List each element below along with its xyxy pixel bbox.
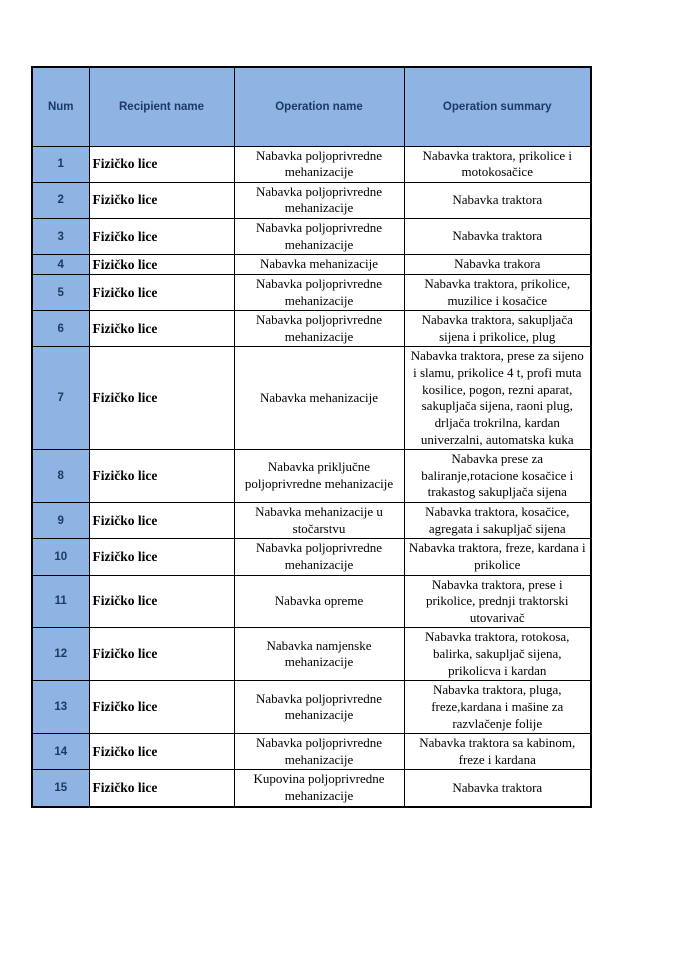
row-number-cell: 7 bbox=[31, 346, 90, 451]
operation-name-cell: Nabavka priključne poljoprivredne mehani… bbox=[233, 449, 405, 503]
column-header-recipient-name: Recipient name bbox=[88, 66, 235, 147]
table-row: 2 Fizičko lice Nabavka poljoprivredne me… bbox=[31, 181, 592, 220]
operation-name-cell: Nabavka poljoprivredne mehanizacije bbox=[233, 680, 405, 735]
operation-name-cell: Nabavka poljoprivredne mehanizacije bbox=[233, 310, 405, 348]
table-row: 15 Fizičko lice Kupovina poljoprivredne … bbox=[31, 769, 592, 808]
operation-summary-cell: Nabavka traktora, pluga, freze,kardana i… bbox=[403, 680, 592, 735]
operation-name-cell: Nabavka opreme bbox=[233, 574, 405, 629]
operation-summary-cell: Nabavka prese za baliranje,rotacione kos… bbox=[403, 449, 592, 503]
column-header-operation-name: Operation name bbox=[233, 66, 405, 147]
recipient-name-cell: Fizičko lice bbox=[88, 145, 235, 183]
recipient-name-cell: Fizičko lice bbox=[88, 346, 235, 451]
row-number-cell: 8 bbox=[31, 449, 90, 503]
table-row: 1 Fizičko lice Nabavka poljoprivredne me… bbox=[31, 145, 592, 183]
row-number-cell: 11 bbox=[31, 574, 90, 629]
row-number-cell: 13 bbox=[31, 680, 90, 735]
operation-name-cell: Nabavka poljoprivredne mehanizacije bbox=[233, 538, 405, 576]
table-row: 9 Fizičko lice Nabavka mehanizacije u st… bbox=[31, 501, 592, 540]
operation-name-cell: Nabavka poljoprivredne mehanizacije bbox=[233, 733, 405, 771]
operation-name-cell: Kupovina poljoprivredne mehanizacije bbox=[233, 769, 405, 808]
operation-name-cell: Nabavka namjenske mehanizacije bbox=[233, 627, 405, 682]
recipient-name-cell: Fizičko lice bbox=[88, 538, 235, 576]
recipient-name-cell: Fizičko lice bbox=[88, 680, 235, 735]
row-number-cell: 3 bbox=[31, 217, 90, 256]
operation-name-cell: Nabavka mehanizacije u stočarstvu bbox=[233, 501, 405, 540]
table-row: 8 Fizičko lice Nabavka priključne poljop… bbox=[31, 449, 592, 503]
recipient-name-cell: Fizičko lice bbox=[88, 574, 235, 629]
table-row: 14 Fizičko lice Nabavka poljoprivredne m… bbox=[31, 733, 592, 771]
column-header-num: Num bbox=[31, 66, 90, 147]
operation-summary-cell: Nabavka traktora, kosačice, agregata i s… bbox=[403, 501, 592, 540]
operation-name-cell: Nabavka mehanizacije bbox=[233, 346, 405, 451]
operation-summary-cell: Nabavka traktora, prikolice i motokosači… bbox=[403, 145, 592, 183]
operation-summary-cell: Nabavka traktora sa kabinom, freze i kar… bbox=[403, 733, 592, 771]
operation-summary-cell: Nabavka traktora, prese i prikolice, pre… bbox=[403, 574, 592, 629]
row-number-cell: 6 bbox=[31, 310, 90, 348]
header-row: Num Recipient name Operation name Operat… bbox=[31, 66, 592, 147]
table-row: 12 Fizičko lice Nabavka namjenske mehani… bbox=[31, 627, 592, 682]
operation-summary-cell: Nabavka traktora, prese za sijeno i slam… bbox=[403, 346, 592, 451]
recipient-name-cell: Fizičko lice bbox=[88, 217, 235, 256]
recipient-name-cell: Fizičko lice bbox=[88, 273, 235, 312]
operation-summary-cell: Nabavka trakora bbox=[403, 254, 592, 275]
recipient-name-cell: Fizičko lice bbox=[88, 627, 235, 682]
operation-name-cell: Nabavka poljoprivredne mehanizacije bbox=[233, 145, 405, 183]
recipient-name-cell: Fizičko lice bbox=[88, 449, 235, 503]
operation-summary-cell: Nabavka traktora, sakupljača sijena i pr… bbox=[403, 310, 592, 348]
table-row: 4 Fizičko lice Nabavka mehanizacije Naba… bbox=[31, 254, 592, 275]
row-number-cell: 1 bbox=[31, 145, 90, 183]
table-body: 1 Fizičko lice Nabavka poljoprivredne me… bbox=[31, 145, 592, 808]
operation-summary-cell: Nabavka traktora, rotokosa, balirka, sak… bbox=[403, 627, 592, 682]
operation-summary-cell: Nabavka traktora bbox=[403, 181, 592, 220]
operation-summary-cell: Nabavka traktora bbox=[403, 217, 592, 256]
operation-summary-cell: Nabavka traktora, prikolice, muzilice i … bbox=[403, 273, 592, 312]
table-row: 11 Fizičko lice Nabavka opreme Nabavka t… bbox=[31, 574, 592, 629]
table-row: 3 Fizičko lice Nabavka poljoprivredne me… bbox=[31, 217, 592, 256]
column-header-operation-summary: Operation summary bbox=[403, 66, 592, 147]
row-number-cell: 9 bbox=[31, 501, 90, 540]
row-number-cell: 4 bbox=[31, 254, 90, 275]
operation-summary-cell: Nabavka traktora bbox=[403, 769, 592, 808]
recipient-name-cell: Fizičko lice bbox=[88, 733, 235, 771]
operation-name-cell: Nabavka poljoprivredne mehanizacije bbox=[233, 181, 405, 220]
row-number-cell: 5 bbox=[31, 273, 90, 312]
operation-name-cell: Nabavka poljoprivredne mehanizacije bbox=[233, 217, 405, 256]
table-row: 5 Fizičko lice Nabavka poljoprivredne me… bbox=[31, 273, 592, 312]
row-number-cell: 14 bbox=[31, 733, 90, 771]
table-row: 6 Fizičko lice Nabavka poljoprivredne me… bbox=[31, 310, 592, 348]
operation-name-cell: Nabavka poljoprivredne mehanizacije bbox=[233, 273, 405, 312]
row-number-cell: 12 bbox=[31, 627, 90, 682]
recipient-name-cell: Fizičko lice bbox=[88, 310, 235, 348]
recipient-name-cell: Fizičko lice bbox=[88, 181, 235, 220]
table-row: 13 Fizičko lice Nabavka poljoprivredne m… bbox=[31, 680, 592, 735]
table-row: 10 Fizičko lice Nabavka poljoprivredne m… bbox=[31, 538, 592, 576]
recipient-name-cell: Fizičko lice bbox=[88, 254, 235, 275]
operation-summary-cell: Nabavka traktora, freze, kardana i priko… bbox=[403, 538, 592, 576]
operation-name-cell: Nabavka mehanizacije bbox=[233, 254, 405, 275]
row-number-cell: 10 bbox=[31, 538, 90, 576]
row-number-cell: 15 bbox=[31, 769, 90, 808]
row-number-cell: 2 bbox=[31, 181, 90, 220]
recipient-name-cell: Fizičko lice bbox=[88, 769, 235, 808]
operations-table: Num Recipient name Operation name Operat… bbox=[31, 66, 592, 808]
table-row: 7 Fizičko lice Nabavka mehanizacije Naba… bbox=[31, 346, 592, 451]
recipient-name-cell: Fizičko lice bbox=[88, 501, 235, 540]
